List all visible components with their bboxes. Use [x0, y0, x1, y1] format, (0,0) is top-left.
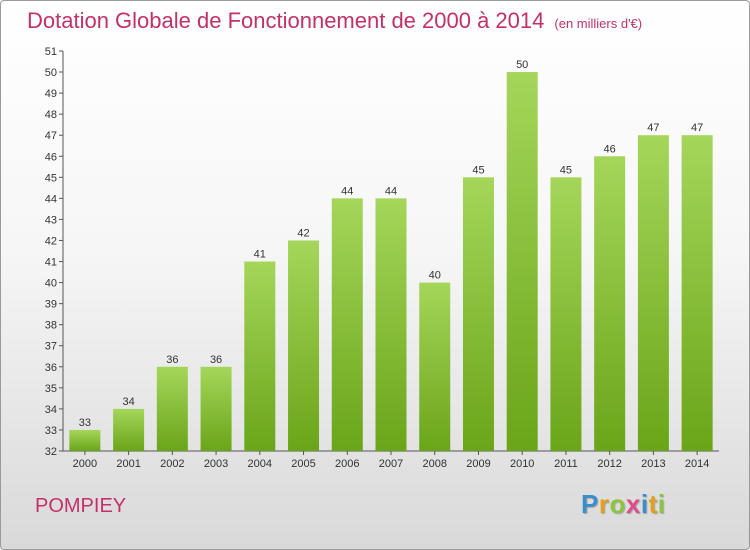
bar	[637, 135, 669, 452]
x-tick-label: 2014	[685, 458, 709, 470]
bar	[331, 198, 363, 451]
bar-value-label: 45	[560, 164, 572, 176]
bar-value-label: 34	[122, 396, 134, 408]
bar-value-label: 41	[254, 249, 266, 261]
bar-value-label: 44	[385, 185, 397, 197]
x-tick-label: 2007	[379, 458, 403, 470]
chart-unit: (en milliers d'€)	[554, 16, 643, 31]
y-tick-label: 39	[45, 299, 57, 311]
bar	[594, 156, 626, 451]
y-tick-label: 45	[45, 172, 57, 184]
bar-value-label: 45	[472, 164, 484, 176]
bar-value-label: 46	[604, 143, 616, 155]
y-tick-label: 46	[45, 151, 57, 163]
bar-value-label: 40	[429, 270, 441, 282]
y-tick-label: 33	[45, 425, 57, 437]
x-tick-label: 2013	[641, 458, 665, 470]
y-tick-label: 48	[45, 109, 57, 121]
x-tick-label: 2008	[422, 458, 446, 470]
y-tick-label: 38	[45, 320, 57, 332]
chart-title: Dotation Globale de Fonctionnement de 20…	[27, 8, 642, 34]
logo-letter: r	[598, 489, 610, 519]
x-tick-label: 2012	[597, 458, 621, 470]
x-tick-label: 2003	[204, 458, 228, 470]
x-tick-label: 2004	[248, 458, 272, 470]
logo-letter: i	[640, 489, 649, 519]
chart-title-text: Dotation Globale de Fonctionnement de 20…	[27, 8, 545, 33]
y-tick-label: 32	[45, 446, 57, 458]
x-tick-label: 2002	[160, 458, 184, 470]
bars: 33 34 36 36 41 42 44 44 40 45 50 45 46 47 47	[69, 59, 713, 452]
x-tick-label: 2010	[510, 458, 534, 470]
bar	[462, 177, 494, 451]
bar	[244, 261, 276, 451]
logo-letter: P	[581, 489, 599, 519]
x-tick-label: 2001	[116, 458, 140, 470]
y-tick-label: 43	[45, 214, 57, 226]
bar	[681, 135, 713, 452]
bar-value-label: 47	[691, 122, 703, 134]
x-tick-label: 2011	[554, 458, 578, 470]
bar	[200, 366, 232, 451]
bar	[156, 366, 188, 451]
y-tick-label: 34	[45, 404, 57, 416]
logo-letter: x	[625, 489, 641, 519]
logo-letter: o	[609, 489, 626, 519]
bar	[69, 429, 101, 451]
y-tick-label: 49	[45, 88, 57, 100]
bar-value-label: 42	[297, 227, 309, 239]
y-tick-label: 44	[45, 193, 57, 205]
y-tick-label: 35	[45, 383, 57, 395]
bar	[419, 282, 451, 451]
bar	[113, 408, 145, 451]
y-tick-label: 42	[45, 235, 57, 247]
bar-value-label: 33	[79, 417, 91, 429]
bar	[288, 240, 320, 451]
bar	[506, 72, 538, 451]
x-tick-label: 2005	[291, 458, 315, 470]
axes: 32 33 34 35 36 37 38 39 40 41 42 43 44 45 46 47 48 49 50 51…	[45, 46, 719, 470]
bar	[550, 177, 582, 451]
proxiti-logo: Proxiti	[581, 489, 665, 520]
logo-letter: i	[657, 489, 666, 519]
commune-name: POMPIEY	[35, 495, 127, 517]
y-tick-label: 50	[45, 67, 57, 79]
bar-value-label: 50	[516, 59, 528, 71]
y-tick-label: 40	[45, 278, 57, 290]
y-tick-label: 51	[45, 46, 57, 58]
y-tick-label: 47	[45, 130, 57, 142]
x-tick-label: 2000	[73, 458, 97, 470]
x-tick-label: 2009	[466, 458, 490, 470]
bar-value-label: 36	[210, 354, 222, 366]
bar-value-label: 44	[341, 185, 353, 197]
bar-value-label: 36	[166, 354, 178, 366]
bar-value-label: 47	[647, 122, 659, 134]
logo-letter: t	[648, 489, 658, 519]
y-tick-label: 36	[45, 362, 57, 374]
y-tick-label: 41	[45, 257, 57, 269]
x-tick-label: 2006	[335, 458, 359, 470]
y-tick-label: 37	[45, 341, 57, 353]
bar	[375, 198, 407, 451]
